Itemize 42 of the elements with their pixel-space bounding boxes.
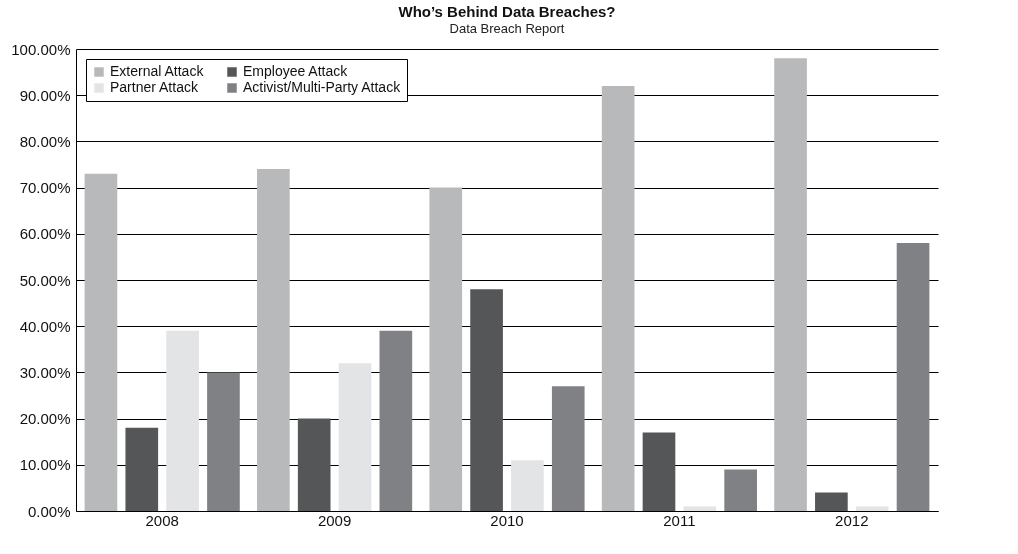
legend-label: Partner Attack — [110, 79, 199, 95]
bar — [207, 372, 240, 511]
x-tick-label: 2011 — [663, 511, 696, 529]
bar — [84, 173, 118, 511]
bar — [470, 289, 503, 511]
chart-title: Who’s Behind Data Breaches? — [398, 3, 616, 20]
bar — [125, 427, 159, 511]
bar — [297, 418, 331, 511]
bar — [642, 432, 676, 511]
legend-label: Employee Attack — [243, 63, 349, 79]
bar — [379, 330, 413, 511]
y-tick-label: 0.00% — [27, 502, 71, 520]
bar — [551, 386, 585, 511]
bar — [601, 85, 635, 511]
x-tick-label: 2012 — [835, 511, 869, 529]
y-tick-label: 60.00% — [19, 225, 71, 243]
bar — [683, 506, 717, 511]
y-tick-label: 20.00% — [19, 410, 71, 428]
chart-subtitle: Data Breach Report — [449, 21, 565, 36]
bar — [896, 243, 930, 511]
bar — [166, 330, 199, 511]
bar — [338, 363, 372, 511]
x-tick-label: 2008 — [145, 511, 179, 529]
bar — [429, 187, 463, 511]
bar — [774, 58, 807, 511]
y-tick-label: 70.00% — [19, 179, 71, 197]
y-tick-label: 50.00% — [19, 271, 71, 289]
y-tick-label: 10.00% — [19, 456, 71, 474]
bar — [724, 469, 757, 511]
bar — [815, 492, 848, 511]
legend-label: Activist/Multi-Party Attack — [243, 79, 402, 95]
bar — [511, 460, 544, 511]
x-tick-label: 2009 — [317, 511, 352, 529]
x-tick-label: 2010 — [490, 511, 524, 529]
y-tick-label: 80.00% — [19, 132, 71, 150]
y-tick-label: 30.00% — [19, 363, 71, 381]
y-tick-label: 90.00% — [19, 86, 71, 104]
y-tick-label: 100.00% — [11, 40, 71, 58]
bar — [855, 506, 889, 511]
legend-label: External Attack — [110, 63, 205, 79]
bar — [257, 169, 290, 511]
y-tick-label: 40.00% — [19, 317, 71, 335]
